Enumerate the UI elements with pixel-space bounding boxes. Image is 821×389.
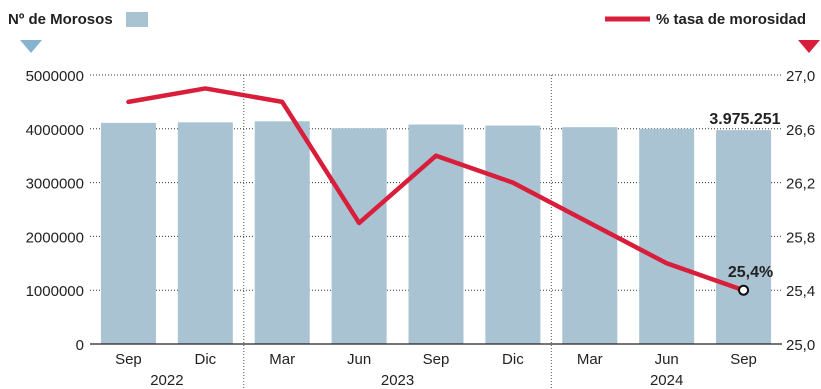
x-axis-tick-label: Dic <box>502 351 524 368</box>
year-label: 2022 <box>150 372 183 389</box>
right-axis-tick-label: 26,6 <box>786 122 815 139</box>
last-point-marker <box>738 284 750 296</box>
x-axis-tick-label: Mar <box>269 351 295 368</box>
right-axis-tick-label: 25,0 <box>786 337 815 354</box>
x-axis-tick-label: Sep <box>115 351 142 368</box>
right-axis-tick-label: 27,0 <box>786 68 815 85</box>
x-axis-tick-label: Sep <box>730 351 757 368</box>
x-axis-tick-label: Dic <box>194 351 216 368</box>
year-label: 2024 <box>650 372 683 389</box>
line-legend-label: % tasa de morosidad <box>656 11 806 28</box>
x-axis-tick-label: Jun <box>655 351 679 368</box>
left-axis-tick-label: 0 <box>76 337 84 354</box>
left-axis-tick-label: 5000000 <box>26 68 84 85</box>
bar <box>254 121 310 344</box>
line-layer <box>126 86 750 296</box>
bar <box>562 127 618 344</box>
last-line-value-label: 25,4% <box>728 264 773 281</box>
x-axis-tick-label: Jun <box>347 351 371 368</box>
year-label: 2023 <box>381 372 414 389</box>
bar <box>639 128 695 344</box>
left-axis-tick-label: 4000000 <box>26 122 84 139</box>
right-axis-tick-label: 26,2 <box>786 176 815 193</box>
x-axis-tick-label: Mar <box>577 351 603 368</box>
bar <box>716 130 772 344</box>
right-axis-tick-label: 25,8 <box>786 229 815 246</box>
left-axis-tick-label: 2000000 <box>26 229 84 246</box>
bar <box>485 125 541 345</box>
bars-layer <box>100 121 772 345</box>
bars-legend-label: Nº de Morosos <box>8 11 113 28</box>
bar <box>331 128 387 344</box>
axis-layer: 0 1000000 2000000 3000000 4000000 5000000 25,0… <box>26 68 816 389</box>
bars-legend-swatch <box>126 12 148 27</box>
rate-line <box>126 86 746 293</box>
right-axis-marker-icon <box>798 40 820 53</box>
right-axis-tick-label: 25,4 <box>786 283 815 300</box>
left-axis-marker-icon <box>20 40 42 53</box>
left-axis-tick-label: 1000000 <box>26 283 84 300</box>
bar <box>100 122 156 344</box>
bar <box>177 122 233 345</box>
annotation-layer: 3.975.251 25,4% <box>709 111 780 281</box>
x-axis-tick-label: Sep <box>423 351 450 368</box>
last-bar-value-label: 3.975.251 <box>709 111 780 128</box>
left-axis-tick-label: 3000000 <box>26 176 84 193</box>
